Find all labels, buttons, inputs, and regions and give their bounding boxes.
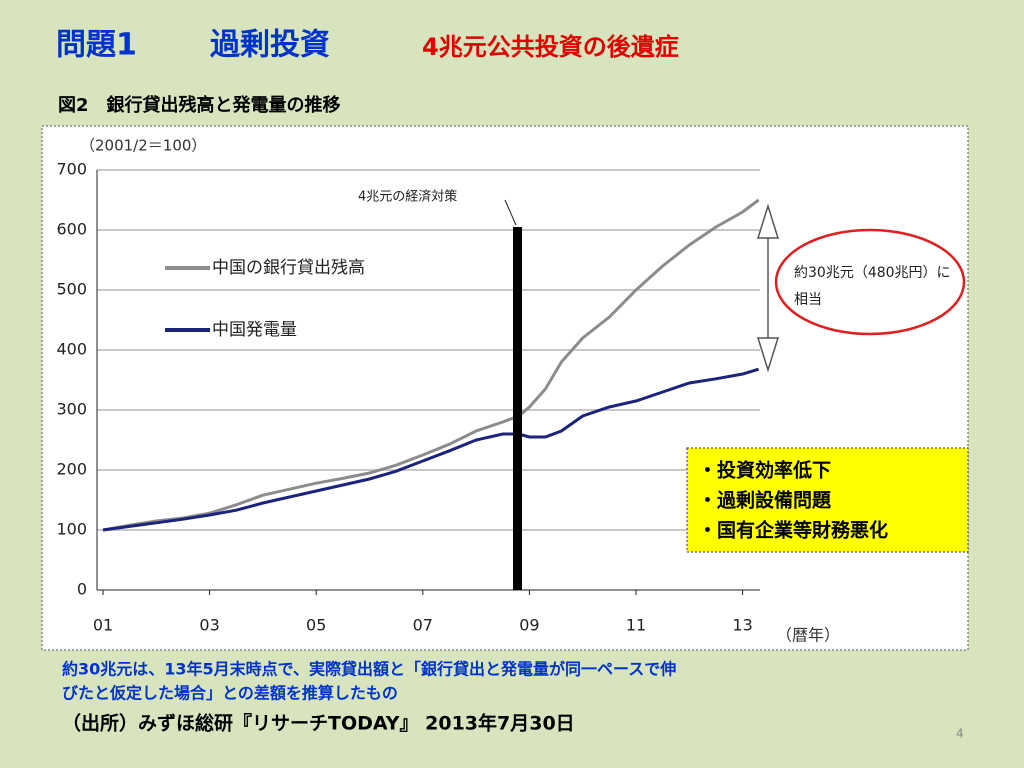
- x-tick-label: 11: [626, 616, 646, 635]
- slide-title-number: 問題1: [56, 28, 137, 63]
- y-tick-label: 400: [56, 340, 87, 359]
- x-tick-label: 07: [413, 616, 433, 635]
- y-tick-label: 200: [56, 460, 87, 479]
- source: （出所）みずほ総研『リサーチTODAY』 2013年7月30日: [62, 712, 575, 735]
- x-tick-label: 01: [93, 616, 113, 635]
- slide-title-sub: 4兆元公共投資の後遺症: [422, 33, 679, 61]
- figure-title: 図2 銀行貸出残高と発電量の推移: [58, 94, 341, 116]
- y-tick-label: 700: [56, 160, 87, 179]
- series-line: [102, 367, 760, 532]
- y-tick-label: 0: [77, 580, 87, 599]
- y-tick-label: 100: [56, 520, 87, 539]
- legend-label: 中国発電量: [212, 320, 297, 340]
- annotation-gap: 約30兆元（480兆円）に: [794, 265, 951, 281]
- annotation-gap: 相当: [794, 292, 822, 308]
- x-tick-label: 05: [306, 616, 326, 635]
- note: 約30兆元は、13年5月末時点で、実際貸出額と「銀行貸出と発電量が同一ペースで伸: [62, 660, 676, 679]
- x-tick-label: 09: [519, 616, 539, 635]
- chart: （2001/2＝100） （暦年） 4兆元の経済対策 0 100 200 300 400…: [56, 137, 969, 645]
- x-tick-label: 03: [199, 616, 219, 635]
- stimulus-bar: [513, 227, 522, 590]
- annotation-box-line: ・投資効率低下: [698, 459, 831, 482]
- note: びたと仮定した場合」との差額を推算したもの: [62, 684, 398, 703]
- slide-title-main: 過剰投資: [210, 28, 330, 63]
- y-tick-label: 500: [56, 280, 87, 299]
- y-unit-label: （2001/2＝100）: [80, 137, 206, 155]
- x-tick-label: 13: [732, 616, 752, 635]
- legend-label: 中国の銀行貸出残高: [212, 258, 365, 278]
- annotation-box-line: ・過剰設備問題: [698, 489, 832, 512]
- page-number: 4: [956, 727, 964, 741]
- highlight-ellipse: [774, 228, 966, 336]
- annotation-pointer: [504, 199, 517, 226]
- annotation-box-line: ・国有企業等財務悪化: [698, 519, 888, 542]
- annotation-stimulus: 4兆元の経済対策: [358, 189, 457, 205]
- x-axis-label: （暦年）: [776, 626, 840, 645]
- chart-frame: [41, 125, 969, 651]
- arrow-heads: [756, 203, 780, 373]
- y-tick-label: 600: [56, 220, 87, 239]
- y-tick-label: 300: [56, 400, 87, 419]
- annotation-box: [686, 447, 969, 553]
- series-line: [102, 198, 760, 532]
- gap-arrow: [756, 203, 780, 373]
